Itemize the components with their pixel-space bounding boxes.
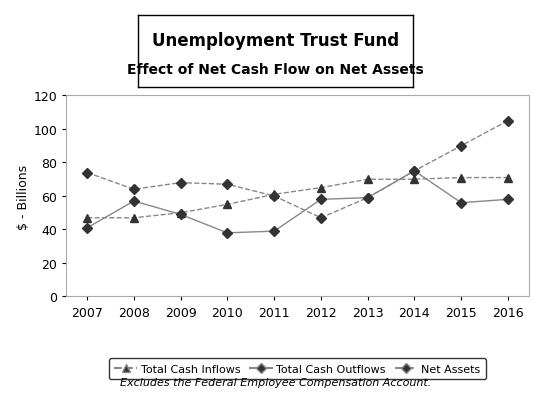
Net Assets [271, 194, 278, 199]
Text: Unemployment Trust Fund: Unemployment Trust Fund [152, 32, 399, 50]
Total Cash Outflows [131, 199, 137, 204]
Total Cash Inflows [364, 177, 371, 182]
Net Assets [177, 181, 184, 186]
Legend: Total Cash Inflows, Total Cash Outflows, Net Assets: Total Cash Inflows, Total Cash Outflows,… [109, 358, 486, 379]
Total Cash Outflows [364, 196, 371, 200]
Total Cash Inflows [131, 216, 137, 221]
Total Cash Inflows [177, 211, 184, 216]
Net Assets [224, 182, 231, 187]
Text: Effect of Net Cash Flow on Net Assets: Effect of Net Cash Flow on Net Assets [127, 63, 424, 77]
Total Cash Outflows [177, 213, 184, 217]
Net Assets [458, 144, 464, 149]
Text: Excludes the Federal Employee Compensation Account.: Excludes the Federal Employee Compensati… [120, 377, 431, 387]
Net Assets [131, 187, 137, 192]
Total Cash Outflows [271, 229, 278, 234]
Line: Total Cash Inflows: Total Cash Inflows [83, 174, 512, 223]
Total Cash Inflows [411, 177, 418, 182]
Y-axis label: $ - Billions: $ - Billions [18, 164, 30, 229]
Line: Net Assets: Net Assets [84, 118, 511, 222]
Total Cash Outflows [84, 226, 90, 231]
Net Assets [505, 119, 511, 124]
Net Assets [364, 196, 371, 200]
Total Cash Outflows [505, 197, 511, 202]
Net Assets [411, 169, 418, 174]
Total Cash Inflows [271, 192, 278, 197]
Net Assets [84, 171, 90, 176]
Total Cash Inflows [84, 216, 90, 221]
Net Assets [317, 216, 324, 221]
Total Cash Outflows [458, 201, 464, 206]
Total Cash Outflows [317, 197, 324, 202]
Total Cash Outflows [224, 231, 231, 236]
Total Cash Inflows [458, 176, 464, 180]
Total Cash Inflows [505, 176, 511, 180]
Total Cash Outflows [411, 169, 418, 174]
Total Cash Inflows [317, 186, 324, 190]
Total Cash Inflows [224, 203, 231, 207]
Line: Total Cash Outflows: Total Cash Outflows [84, 168, 511, 237]
